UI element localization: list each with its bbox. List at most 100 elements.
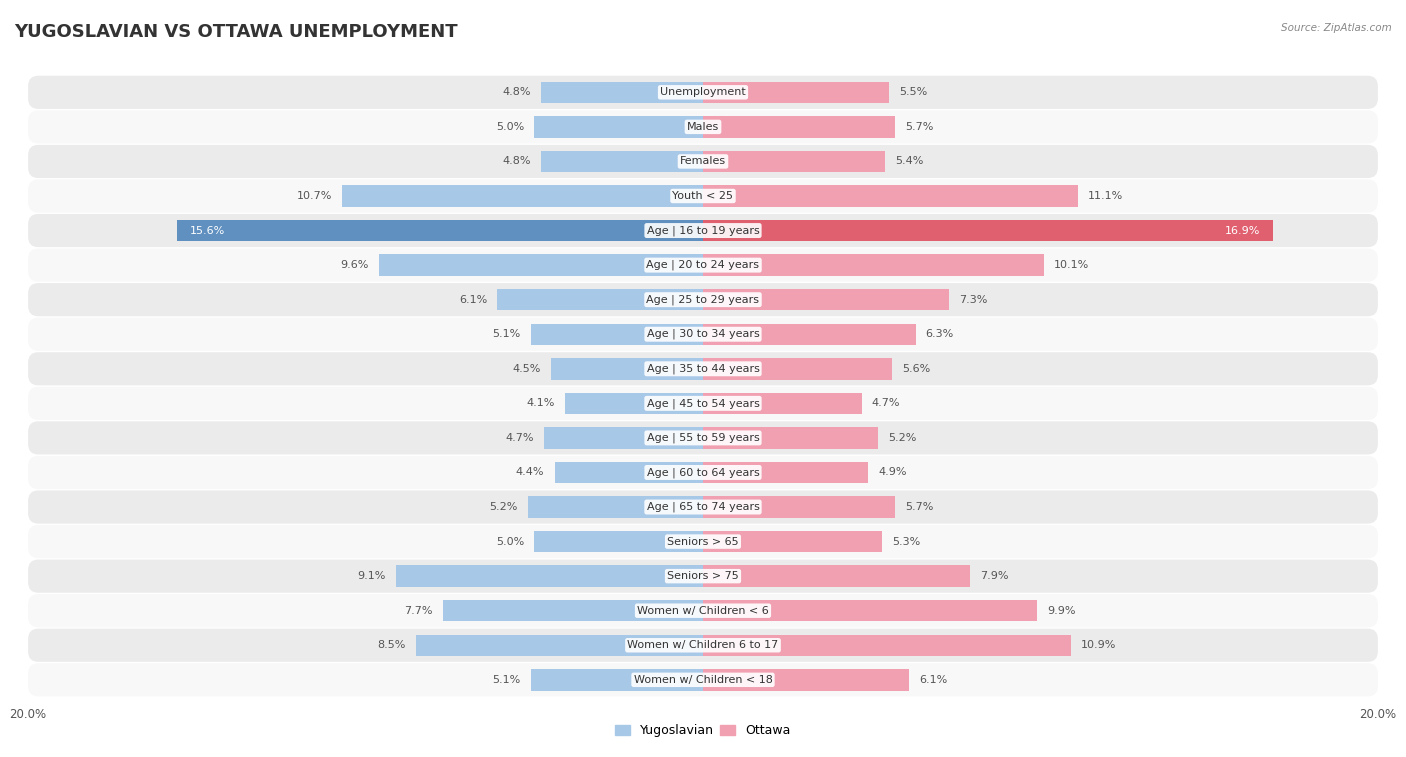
FancyBboxPatch shape <box>28 283 1378 316</box>
Text: 5.1%: 5.1% <box>492 674 520 685</box>
FancyBboxPatch shape <box>28 559 1378 593</box>
Bar <box>554 462 703 483</box>
Text: 10.7%: 10.7% <box>297 191 332 201</box>
Text: Women w/ Children 6 to 17: Women w/ Children 6 to 17 <box>627 640 779 650</box>
Bar <box>703 497 896 518</box>
Text: 5.2%: 5.2% <box>889 433 917 443</box>
Bar <box>443 600 703 621</box>
Text: 4.9%: 4.9% <box>879 468 907 478</box>
Text: 5.0%: 5.0% <box>496 537 524 547</box>
Bar <box>703 220 1274 241</box>
Bar <box>531 669 703 690</box>
FancyBboxPatch shape <box>28 422 1378 454</box>
Text: 7.3%: 7.3% <box>959 294 988 304</box>
Text: 5.2%: 5.2% <box>489 502 517 512</box>
Bar <box>703 323 915 345</box>
Text: 4.8%: 4.8% <box>502 157 531 167</box>
Bar <box>703 82 889 103</box>
FancyBboxPatch shape <box>28 76 1378 109</box>
Text: 5.7%: 5.7% <box>905 502 934 512</box>
Text: 9.1%: 9.1% <box>357 571 385 581</box>
FancyBboxPatch shape <box>28 145 1378 178</box>
Bar <box>703 185 1077 207</box>
Text: 16.9%: 16.9% <box>1225 226 1260 235</box>
Bar <box>703 634 1071 656</box>
Bar <box>565 393 703 414</box>
Text: 4.5%: 4.5% <box>513 364 541 374</box>
Text: 4.8%: 4.8% <box>502 87 531 98</box>
Text: 6.1%: 6.1% <box>920 674 948 685</box>
Legend: Yugoslavian, Ottawa: Yugoslavian, Ottawa <box>610 719 796 743</box>
Text: 9.9%: 9.9% <box>1047 606 1076 615</box>
Text: Age | 30 to 34 years: Age | 30 to 34 years <box>647 329 759 339</box>
Bar <box>703 427 879 449</box>
Text: 15.6%: 15.6% <box>190 226 225 235</box>
Text: 5.0%: 5.0% <box>496 122 524 132</box>
Text: 7.9%: 7.9% <box>980 571 1008 581</box>
Text: 10.1%: 10.1% <box>1054 260 1090 270</box>
Bar <box>551 358 703 379</box>
Text: 5.5%: 5.5% <box>898 87 927 98</box>
Text: Seniors > 65: Seniors > 65 <box>668 537 738 547</box>
Bar <box>177 220 703 241</box>
Text: Age | 65 to 74 years: Age | 65 to 74 years <box>647 502 759 512</box>
Text: 5.6%: 5.6% <box>903 364 931 374</box>
Bar <box>342 185 703 207</box>
Bar <box>703 462 869 483</box>
Text: Seniors > 75: Seniors > 75 <box>666 571 740 581</box>
Bar <box>703 151 886 172</box>
Text: 4.4%: 4.4% <box>516 468 544 478</box>
Text: Age | 60 to 64 years: Age | 60 to 64 years <box>647 467 759 478</box>
Text: 5.3%: 5.3% <box>891 537 920 547</box>
Bar <box>703 393 862 414</box>
Text: 6.1%: 6.1% <box>458 294 486 304</box>
FancyBboxPatch shape <box>28 456 1378 489</box>
Text: Age | 45 to 54 years: Age | 45 to 54 years <box>647 398 759 409</box>
FancyBboxPatch shape <box>28 525 1378 558</box>
Text: Females: Females <box>681 157 725 167</box>
Bar <box>703 600 1038 621</box>
Text: YUGOSLAVIAN VS OTTAWA UNEMPLOYMENT: YUGOSLAVIAN VS OTTAWA UNEMPLOYMENT <box>14 23 458 41</box>
Text: 10.9%: 10.9% <box>1081 640 1116 650</box>
Text: Women w/ Children < 18: Women w/ Children < 18 <box>634 674 772 685</box>
Bar <box>534 531 703 553</box>
Text: 4.7%: 4.7% <box>872 398 900 408</box>
Bar <box>703 289 949 310</box>
Bar <box>703 669 908 690</box>
Bar <box>498 289 703 310</box>
FancyBboxPatch shape <box>28 214 1378 247</box>
Bar <box>541 82 703 103</box>
Text: 9.6%: 9.6% <box>340 260 368 270</box>
FancyBboxPatch shape <box>28 179 1378 213</box>
Bar <box>534 116 703 138</box>
FancyBboxPatch shape <box>28 628 1378 662</box>
Bar <box>541 151 703 172</box>
Text: 5.7%: 5.7% <box>905 122 934 132</box>
Bar <box>544 427 703 449</box>
Text: 6.3%: 6.3% <box>925 329 953 339</box>
Text: Age | 25 to 29 years: Age | 25 to 29 years <box>647 294 759 305</box>
Bar <box>416 634 703 656</box>
Text: Age | 35 to 44 years: Age | 35 to 44 years <box>647 363 759 374</box>
Text: Age | 55 to 59 years: Age | 55 to 59 years <box>647 433 759 443</box>
Bar <box>527 497 703 518</box>
Bar <box>703 358 891 379</box>
Bar <box>396 565 703 587</box>
Text: 5.4%: 5.4% <box>896 157 924 167</box>
Text: Unemployment: Unemployment <box>661 87 745 98</box>
Text: Youth < 25: Youth < 25 <box>672 191 734 201</box>
Bar <box>531 323 703 345</box>
Text: Males: Males <box>688 122 718 132</box>
Bar <box>703 531 882 553</box>
FancyBboxPatch shape <box>28 491 1378 524</box>
FancyBboxPatch shape <box>28 387 1378 420</box>
Bar <box>380 254 703 276</box>
Bar <box>703 565 970 587</box>
FancyBboxPatch shape <box>28 663 1378 696</box>
Text: Source: ZipAtlas.com: Source: ZipAtlas.com <box>1281 23 1392 33</box>
Text: 7.7%: 7.7% <box>405 606 433 615</box>
Bar <box>703 254 1043 276</box>
FancyBboxPatch shape <box>28 318 1378 350</box>
FancyBboxPatch shape <box>28 111 1378 144</box>
Text: 4.1%: 4.1% <box>526 398 554 408</box>
